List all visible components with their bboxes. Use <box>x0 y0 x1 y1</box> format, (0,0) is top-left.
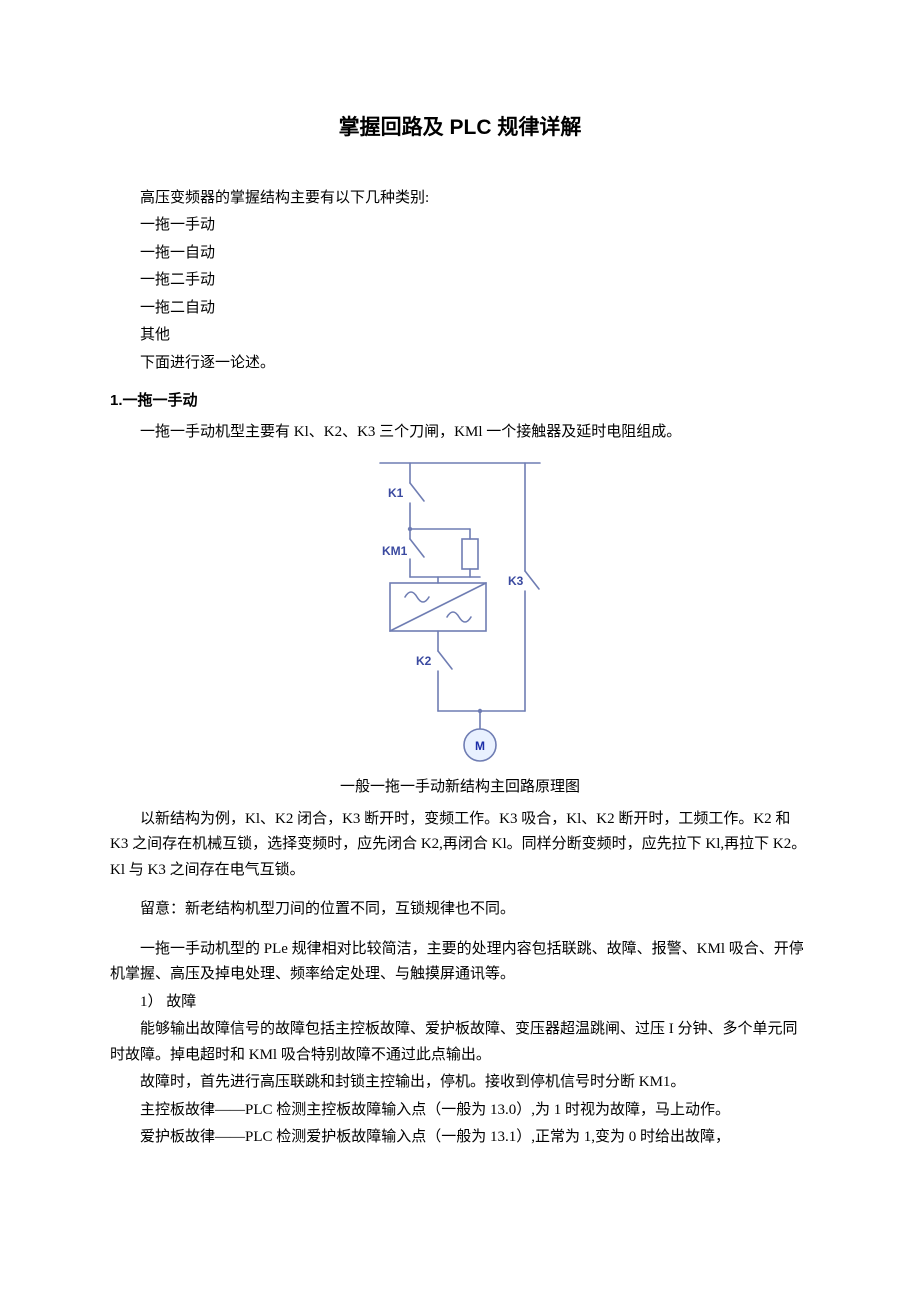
list-item-e: 其他 <box>110 323 810 349</box>
svg-text:M: M <box>475 739 485 753</box>
svg-text:K3: K3 <box>508 574 524 588</box>
diagram-caption: 一般一拖一手动新结构主回路原理图 <box>110 775 810 801</box>
page-title: 掌握回路及 PLC 规律详解 <box>110 110 810 146</box>
list-conclusion: 下面进行逐一论述。 <box>110 351 810 377</box>
svg-text:KM1: KM1 <box>382 544 408 558</box>
section-1-heading: 1.一拖一手动 <box>110 388 810 414</box>
fault-p3: 主控板故律——PLC 检测主控板故障输入点（一般为 13.0）,为 1 时视为故… <box>110 1098 810 1124</box>
fault-p1: 能够输出故障信号的故障包括主控板故障、爱护板故障、变压器超温跳闸、过压 I 分钟… <box>110 1017 810 1068</box>
list-item-d: 一拖二自动 <box>110 296 810 322</box>
intro-paragraph: 高压变频器的掌握结构主要有以下几种类别: <box>110 186 810 212</box>
circuit-diagram: K1 KM1 K3 K2 M <box>110 451 810 771</box>
after-diagram-p3: 一拖一手动机型的 PLe 规律相对比较简洁，主要的处理内容包括联跳、故障、报警、… <box>110 937 810 988</box>
fault-p2: 故障时，首先进行高压联跳和封锁主控输出，停机。接收到停机信号时分断 KM1。 <box>110 1070 810 1096</box>
after-diagram-p2: 留意：新老结构机型刀间的位置不同，互锁规律也不同。 <box>110 897 810 923</box>
list-item-b: 一拖一自动 <box>110 241 810 267</box>
section-1-para-1: 一拖一手动机型主要有 Kl、K2、K3 三个刀闸，KMl 一个接触器及延时电阻组… <box>110 420 810 446</box>
svg-text:K2: K2 <box>416 654 432 668</box>
after-diagram-p1: 以新结构为例，Kl、K2 闭合，K3 断开时，变频工作。K3 吸合，Kl、K2 … <box>110 807 810 884</box>
fault-heading: 1） 故障 <box>110 990 810 1016</box>
list-item-a: 一拖一手动 <box>110 213 810 239</box>
fault-p4: 爱护板故律——PLC 检测爱护板故障输入点（一般为 13.1）,正常为 1,变为… <box>110 1125 810 1151</box>
list-item-c: 一拖二手动 <box>110 268 810 294</box>
svg-text:K1: K1 <box>388 486 404 500</box>
